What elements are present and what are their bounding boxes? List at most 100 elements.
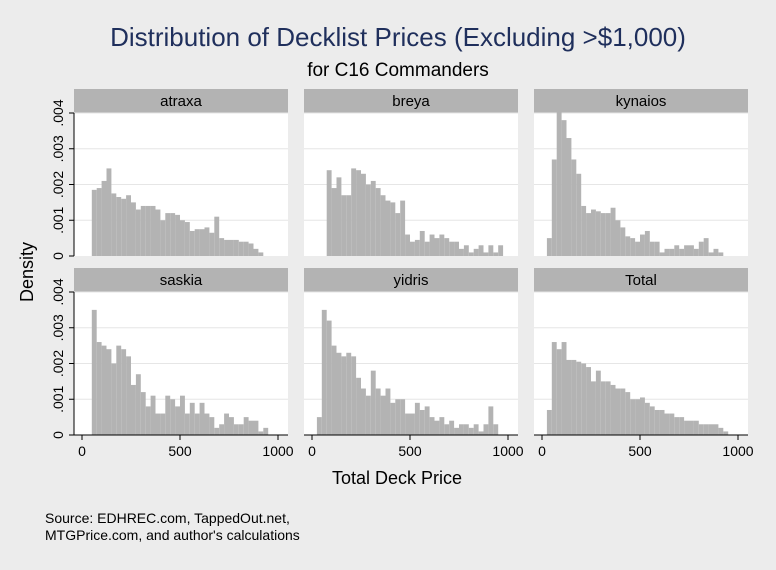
bar-kynaios-4 [566, 138, 572, 256]
bar-saskia-1 [96, 342, 102, 435]
bar-breya-17 [410, 241, 415, 256]
bar-atraxa-25 [214, 216, 220, 256]
bar-total-17 [630, 399, 636, 435]
panel-header-kynaios [534, 89, 748, 113]
bar-yidris-34 [483, 424, 489, 435]
bar-yidris-1 [321, 309, 327, 436]
bar-kynaios-5 [571, 159, 577, 256]
bar-atraxa-9 [135, 209, 141, 256]
panel-saskia: saskia 0 .001 .002 .003 .004 0 500 1000 [50, 268, 294, 459]
bar-saskia-31 [243, 417, 249, 436]
bar-total-23 [659, 409, 665, 435]
bar-yidris-30 [463, 424, 469, 435]
y-axis-title: Density [17, 242, 37, 302]
bar-total-3 [561, 342, 567, 435]
bar-saskia-12 [150, 395, 156, 435]
bar-kynaios-1 [551, 159, 557, 256]
bar-atraxa-12 [150, 205, 156, 256]
bar-yidris-20 [414, 402, 420, 435]
bar-saskia-28 [229, 417, 234, 436]
bar-breya-24 [444, 238, 450, 257]
panel-header-yidris [304, 268, 518, 292]
x-tick-label-total-2: 1000 [722, 443, 753, 459]
bar-yidris-13 [380, 395, 386, 435]
panel-label-breya: breya [392, 93, 430, 110]
bar-atraxa-22 [199, 229, 205, 256]
bar-yidris-4 [336, 352, 342, 435]
bar-total-8 [586, 367, 591, 435]
bar-breya-31 [478, 245, 484, 256]
y-tick-label-saskia-1: .001 [50, 385, 66, 412]
bar-total-33 [708, 424, 714, 435]
bar-total-4 [566, 359, 572, 435]
bar-atraxa-19 [184, 222, 190, 256]
x-tick-label-yidris-2: 1000 [492, 443, 523, 459]
panel-header-saskia [74, 268, 288, 292]
bar-atraxa-15 [165, 213, 171, 256]
bar-saskia-18 [180, 395, 185, 435]
bar-kynaios-25 [669, 248, 675, 256]
bar-yidris-21 [419, 409, 425, 435]
y-tick-label-atraxa-1: .001 [50, 206, 66, 233]
y-tick-label-saskia-3: .003 [50, 314, 66, 341]
bar-yidris-32 [473, 424, 479, 435]
bar-yidris-15 [390, 402, 396, 435]
bar-kynaios-33 [708, 252, 714, 256]
bar-saskia-24 [209, 417, 215, 436]
bar-yidris-33 [478, 431, 484, 435]
bar-breya-21 [429, 234, 435, 256]
bar-saskia-15 [165, 395, 171, 435]
bar-atraxa-20 [189, 230, 195, 256]
bar-saskia-4 [111, 363, 117, 435]
bar-breya-8 [365, 184, 371, 256]
panels-group: atraxa 0 .001 .002 .003 .004 breya kynaios saski… [50, 89, 754, 459]
x-axis-title: Total Deck Price [332, 468, 462, 488]
bar-yidris-25 [439, 417, 445, 436]
bar-yidris-31 [468, 427, 474, 435]
bar-saskia-32 [248, 420, 254, 435]
bar-breya-0 [326, 170, 332, 256]
bar-breya-33 [488, 245, 494, 256]
bar-kynaios-7 [581, 205, 587, 256]
bar-saskia-17 [175, 406, 180, 435]
source-note-line-2: MTGPrice.com, and author's calculations [45, 527, 300, 543]
bar-yidris-35 [488, 406, 494, 435]
bar-breya-22 [434, 238, 440, 257]
bar-breya-7 [361, 173, 366, 256]
x-tick-label-saskia-0: 0 [78, 443, 86, 459]
bar-atraxa-32 [248, 243, 254, 256]
bar-breya-2 [336, 177, 342, 256]
bar-saskia-27 [224, 413, 229, 435]
bar-breya-29 [468, 252, 474, 256]
bar-saskia-13 [155, 413, 161, 435]
y-tick-label-atraxa-0: 0 [50, 252, 66, 260]
bar-atraxa-17 [175, 214, 180, 256]
bar-total-10 [595, 370, 601, 435]
bar-kynaios-17 [630, 238, 636, 257]
bar-total-14 [615, 388, 621, 435]
bar-kynaios-23 [659, 252, 665, 256]
bar-saskia-11 [145, 406, 151, 435]
bar-kynaios-26 [674, 245, 680, 256]
bar-saskia-30 [238, 424, 244, 435]
bar-breya-20 [424, 241, 430, 256]
bar-yidris-23 [429, 417, 435, 436]
bar-yidris-5 [341, 356, 347, 435]
bar-kynaios-10 [595, 211, 601, 256]
bar-atraxa-27 [224, 239, 229, 256]
bar-atraxa-16 [170, 213, 176, 256]
bar-kynaios-35 [718, 252, 724, 256]
bar-kynaios-22 [654, 241, 660, 256]
bar-saskia-35 [263, 427, 269, 435]
x-tick-label-saskia-2: 1000 [262, 443, 293, 459]
bar-kynaios-8 [586, 213, 591, 256]
bar-total-21 [649, 406, 655, 435]
bar-yidris-18 [405, 413, 410, 435]
bar-total-29 [689, 420, 694, 435]
bar-atraxa-31 [243, 241, 249, 256]
bar-kynaios-13 [610, 207, 616, 256]
bar-breya-10 [375, 188, 381, 256]
bar-saskia-2 [101, 345, 107, 436]
